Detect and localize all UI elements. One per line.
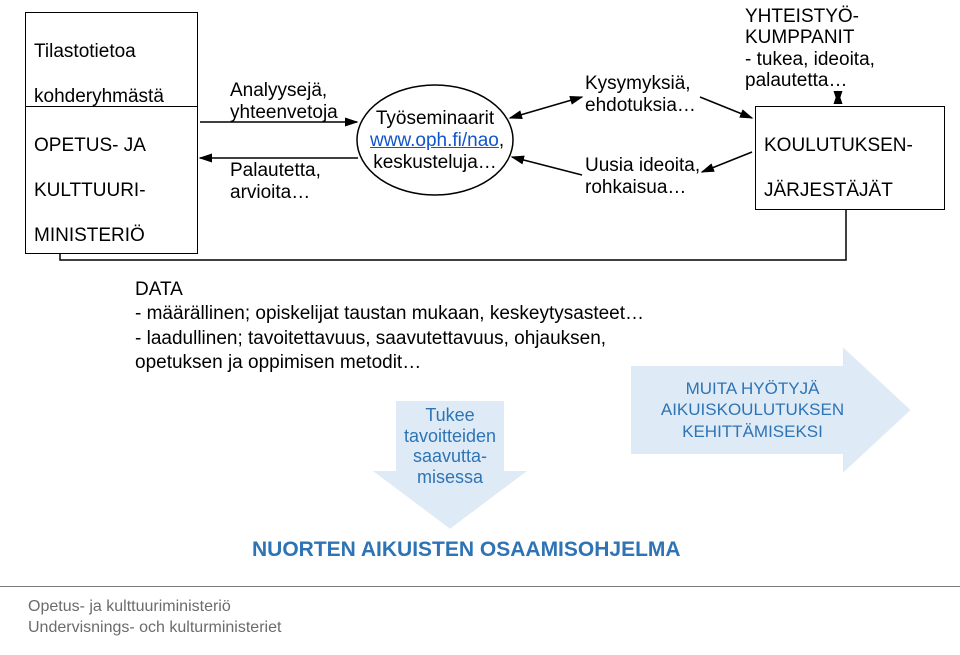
program-title: NUORTEN AIKUISTEN OSAAMISOHJELMA: [252, 538, 681, 562]
down-arrow-text: Tukee tavoitteiden saavutta- misessa: [370, 405, 530, 488]
footer: Opetus- ja kulttuuriministeriö Undervisn…: [0, 586, 960, 639]
right-arrow-text: MUITA HYÖTYJÄ AIKUISKOULUTUKSEN KEHITTÄM…: [635, 378, 870, 442]
